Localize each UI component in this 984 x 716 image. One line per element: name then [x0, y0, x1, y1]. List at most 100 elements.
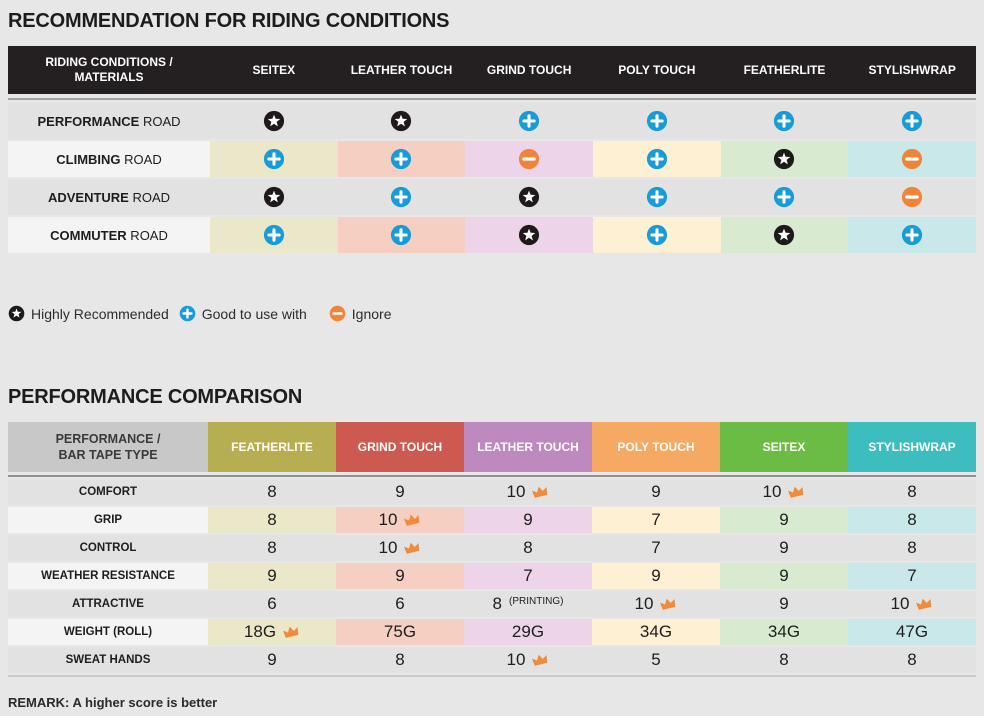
recommendation-cell-star [210, 179, 338, 215]
recommendation-cell-star [465, 179, 593, 215]
row-label: COMMUTER ROAD [8, 217, 210, 253]
recommendation-cell-plus [848, 217, 976, 253]
recommendation-cell-plus [338, 179, 466, 215]
legend-item-highly-recommended: Highly Recommended [8, 305, 169, 322]
star-icon [390, 110, 412, 132]
recommendation-cell-plus [337, 141, 466, 177]
row-label: PERFORMANCE ROAD [37, 113, 181, 129]
corner-header-performance: PERFORMANCE / BAR TAPE TYPE [8, 422, 208, 472]
score-cell: 6 [336, 591, 464, 617]
row-label: SWEAT HANDS [65, 654, 151, 666]
column-header-poly-touch: POLY TOUCH [618, 62, 696, 77]
score-value: 9 [267, 566, 277, 585]
recommendation-cell-plus [721, 103, 849, 139]
score-value: 8 [492, 594, 502, 613]
crown-icon [787, 485, 805, 499]
score-value: 9 [651, 482, 661, 501]
row-label: WEATHER RESISTANCE [8, 563, 208, 589]
score-value: 10 [506, 482, 526, 501]
performance-table-header: PERFORMANCE / BAR TAPE TYPE FEATHERLITE G… [8, 422, 976, 472]
star-icon [773, 148, 795, 170]
score-value: 9 [395, 566, 405, 585]
corner-header-riding-conditions: RIDING CONDITIONS / MATERIALS [45, 55, 173, 84]
score-value: 8 [907, 510, 917, 529]
star-icon [8, 305, 25, 322]
score-cell: 10 [848, 591, 976, 617]
minus-icon [901, 186, 923, 208]
score-cell: 8 (PRINTING) [464, 591, 592, 617]
score-value: 5 [651, 650, 661, 669]
row-label: CLIMBING ROAD [8, 141, 210, 177]
performance-row-attractive: ATTRACTIVE 6 6 8 (PRINTING) 10 9 10 [8, 591, 976, 617]
plus-icon [263, 224, 285, 246]
score-value: 47G [895, 622, 929, 641]
plus-icon [263, 148, 285, 170]
plus-icon [179, 305, 196, 322]
score-value: 75G [383, 622, 417, 641]
star-icon [263, 186, 285, 208]
recommendation-cell-plus [593, 179, 721, 215]
crown-icon [659, 597, 677, 611]
section2-title: PERFORMANCE COMPARISON [8, 386, 303, 408]
recommendation-cell-plus [337, 217, 466, 253]
performance-row-comfort: COMFORT 8 9 10 9 10 8 [8, 479, 976, 505]
performance-row-weight-roll: WEIGHT (ROLL) 18G 75G 29G 34G 34G 47G [8, 619, 976, 645]
score-value: 7 [523, 566, 533, 585]
score-cell: 7 [848, 563, 976, 589]
crown-icon [531, 653, 549, 667]
score-value: 10 [634, 594, 654, 613]
score-cell: 7 [592, 507, 720, 533]
column-header-stylishwrap: STYLISHWRAP [868, 62, 956, 77]
crown-icon [915, 597, 933, 611]
score-cell: 9 [336, 479, 464, 505]
recommendation-cell-minus [465, 141, 593, 177]
score-value: 8 [779, 650, 789, 669]
riding-row-climbing: CLIMBING ROAD [8, 141, 976, 177]
plus-icon [518, 110, 540, 132]
crown-icon [531, 485, 549, 499]
plus-icon [390, 186, 412, 208]
score-value: 7 [651, 510, 661, 529]
score-value: 10 [378, 510, 398, 529]
score-cell: 9 [720, 591, 848, 617]
score-value: 10 [506, 650, 526, 669]
recommendation-cell-plus [593, 103, 721, 139]
score-cell: 10 [464, 647, 592, 673]
score-value: 8 [395, 650, 405, 669]
column-header-featherlite: FEATHERLITE [743, 62, 826, 77]
plus-icon [901, 110, 923, 132]
score-value: 6 [267, 594, 277, 613]
score-cell: 34G [720, 619, 848, 645]
legend-label: Highly Recommended [31, 305, 169, 322]
score-cell: 9 [464, 507, 592, 533]
recommendation-cell-minus [848, 179, 976, 215]
minus-icon [901, 148, 923, 170]
star-icon [263, 110, 285, 132]
score-value: 8 [907, 482, 917, 501]
score-cell: 8 [208, 507, 336, 533]
column-header-leather-touch: LEATHER TOUCH [350, 62, 453, 77]
riding-row-commuter: COMMUTER ROAD [8, 217, 976, 253]
star-icon [518, 224, 540, 246]
riding-row-performance: PERFORMANCE ROAD [8, 103, 976, 139]
score-value: 34G [767, 622, 801, 641]
recommendation-cell-star [210, 103, 338, 139]
score-cell: 9 [208, 647, 336, 673]
plus-icon [390, 224, 412, 246]
minus-icon [329, 305, 346, 322]
score-cell: 9 [720, 507, 848, 533]
recommendation-cell-plus [848, 103, 976, 139]
column-header-grind-touch: GRIND TOUCH [486, 62, 572, 77]
plus-icon [390, 148, 412, 170]
score-value: 9 [779, 594, 789, 613]
score-cell: 9 [592, 563, 720, 589]
score-note: (PRINTING) [509, 595, 564, 607]
score-cell: 8 [848, 535, 976, 561]
score-cell: 9 [208, 563, 336, 589]
score-value: 8 [907, 650, 917, 669]
score-value: 9 [523, 510, 533, 529]
minus-icon [518, 148, 540, 170]
recommendation-cell-star [720, 141, 849, 177]
score-value: 10 [762, 482, 782, 501]
